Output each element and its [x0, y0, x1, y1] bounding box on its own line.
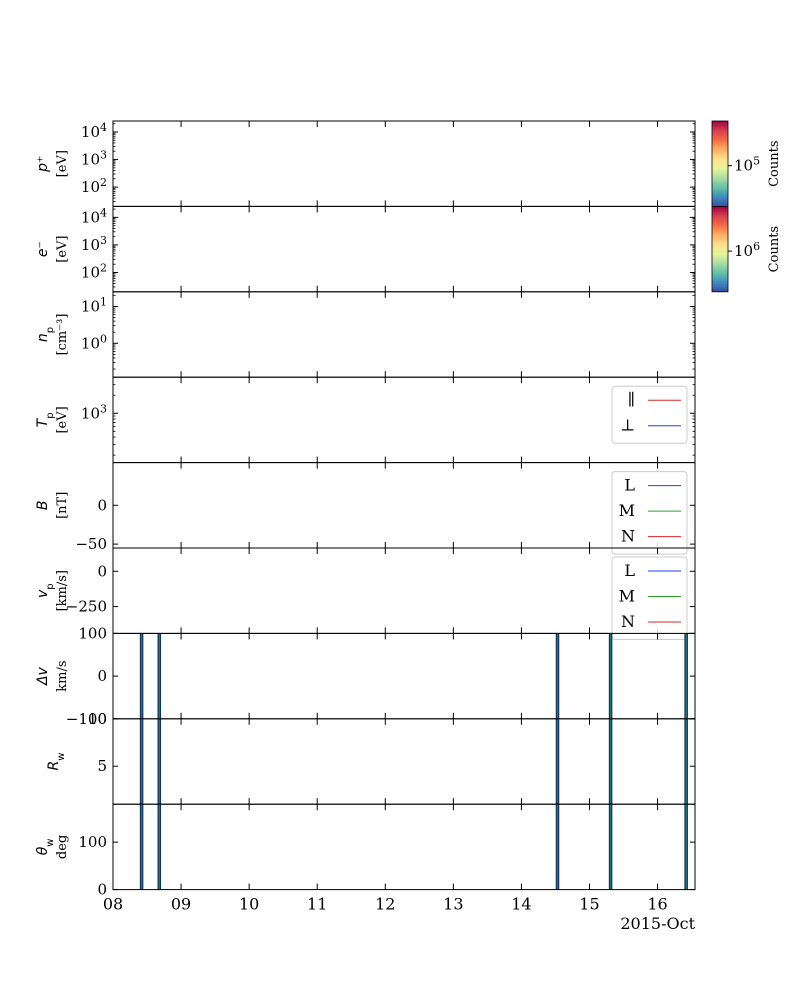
panel-frame-v — [112, 547, 696, 634]
y-unit-n: [cm⁻³] — [55, 314, 70, 356]
panel-thw: 100 0 θw deg — [35, 803, 696, 899]
legend-label-v-2: N — [621, 612, 635, 631]
colorbars-layer: 105 Counts 106 Counts — [711, 120, 782, 293]
x-tick-label-7: 15 — [579, 895, 599, 914]
y-tick-label-e-1: 103 — [81, 233, 107, 254]
colorbar-label-p: Counts — [767, 140, 782, 186]
y-tick-label-p-2: 104 — [81, 120, 107, 141]
legend-box-v — [611, 556, 688, 640]
x-tick-label-2: 10 — [239, 895, 259, 914]
y-tick-label-thw-0: 100 — [78, 833, 107, 851]
panel-e: 102 103 104 e⁻ [eV] — [35, 205, 696, 293]
legend-label-v-0: L — [624, 561, 635, 580]
y-tick-label-Rw-1: 5 — [97, 757, 107, 775]
y-tick-label-B-1: −50 — [75, 535, 107, 553]
legend-box-B — [611, 471, 688, 555]
y-tick-label-n-1: 101 — [81, 295, 107, 316]
y-unit-dv: km/s — [55, 660, 70, 691]
panel-B: 0 −50 B [nT] LMN — [35, 462, 696, 555]
legend-label-T-0: ∥ — [628, 390, 635, 409]
panel-frame-B — [112, 462, 696, 549]
y-tick-label-Rw-0: 10 — [88, 710, 107, 728]
y-tick-label-v-1: −250 — [66, 598, 107, 616]
x-tick-label-1: 09 — [171, 895, 191, 914]
legend-label-B-2: N — [621, 527, 635, 546]
colorbar-p — [711, 120, 729, 207]
y-label-B: B — [35, 500, 51, 510]
y-tick-label-dv-2: −100 — [66, 710, 107, 728]
panel-frame-dv — [112, 632, 696, 720]
y-label-e: e⁻ — [35, 241, 51, 257]
panel-frame-Rw — [112, 718, 696, 805]
legend-label-B-1: M — [619, 501, 635, 520]
panel-frame-thw — [112, 803, 696, 891]
panel-T: 103 Tp [eV] ∥ ⊥ — [35, 376, 696, 464]
y-tick-label-e-0: 102 — [81, 261, 107, 282]
colorbar-tick-label-e: 106 — [734, 240, 760, 261]
y-tick-label-dv-0: 100 — [78, 624, 107, 642]
x-tick-label-0: 08 — [103, 895, 123, 914]
y-tick-label-thw-1: 0 — [97, 881, 107, 899]
panel-frame-T — [112, 376, 696, 464]
y-label-Rw: Rw — [46, 753, 67, 771]
y-unit-e: [eV] — [55, 235, 70, 262]
y-tick-label-p-0: 102 — [81, 176, 107, 197]
legend-label-T-1: ⊥ — [620, 416, 635, 435]
y-label-n: np — [35, 327, 56, 342]
y-tick-label-e-2: 104 — [81, 206, 107, 227]
panel-frame-n — [112, 291, 696, 378]
y-unit-B: [nT] — [55, 492, 70, 519]
x-tick-label-4: 12 — [375, 895, 395, 914]
y-tick-label-dv-1: 0 — [97, 667, 107, 685]
panel-dv: 100 0 −100 Δv km/s — [35, 624, 696, 728]
x-tick-label-6: 14 — [511, 895, 531, 914]
y-unit-thw: deg — [55, 835, 70, 859]
y-tick-label-p-1: 103 — [81, 148, 107, 169]
x-axis-date-label: 2015-Oct — [620, 914, 695, 933]
panel-n: 100 101 np [cm⁻³] — [35, 291, 696, 378]
colorbar-label-e: Counts — [767, 226, 782, 272]
y-label-v: vp — [35, 583, 56, 598]
panel-Rw: 10 5 Rw — [46, 710, 696, 805]
panel-frame-p — [112, 120, 696, 207]
colorbar-e — [711, 205, 729, 293]
panel-frame-e — [112, 205, 696, 293]
y-label-T: Tp — [35, 412, 56, 427]
y-unit-T: [eV] — [55, 406, 70, 433]
y-tick-label-B-0: 0 — [97, 496, 107, 514]
y-tick-label-v-0: 0 — [97, 562, 107, 580]
y-label-p: p⁺ — [35, 156, 51, 173]
legend-label-B-0: L — [624, 476, 635, 495]
x-tick-label-8: 16 — [647, 895, 667, 914]
y-label-thw: θw — [35, 839, 56, 856]
panel-v: 0 −250 vp [km/s] LMN — [35, 547, 696, 640]
y-label-dv: Δv — [35, 666, 51, 686]
x-tick-label-3: 11 — [307, 895, 327, 914]
x-axis: 08 09 10 11 12 13 14 15 16 — [103, 895, 668, 914]
colorbar-tick-label-p: 105 — [734, 154, 760, 175]
y-tick-label-T-0: 103 — [81, 402, 107, 423]
y-unit-v: [km/s] — [55, 570, 70, 611]
legend-label-v-1: M — [619, 587, 635, 606]
y-tick-label-n-0: 100 — [81, 332, 107, 353]
y-unit-p: [eV] — [55, 150, 70, 177]
panel-p: 102 103 104 p⁺ [eV] — [35, 120, 696, 207]
x-tick-label-5: 13 — [443, 895, 463, 914]
